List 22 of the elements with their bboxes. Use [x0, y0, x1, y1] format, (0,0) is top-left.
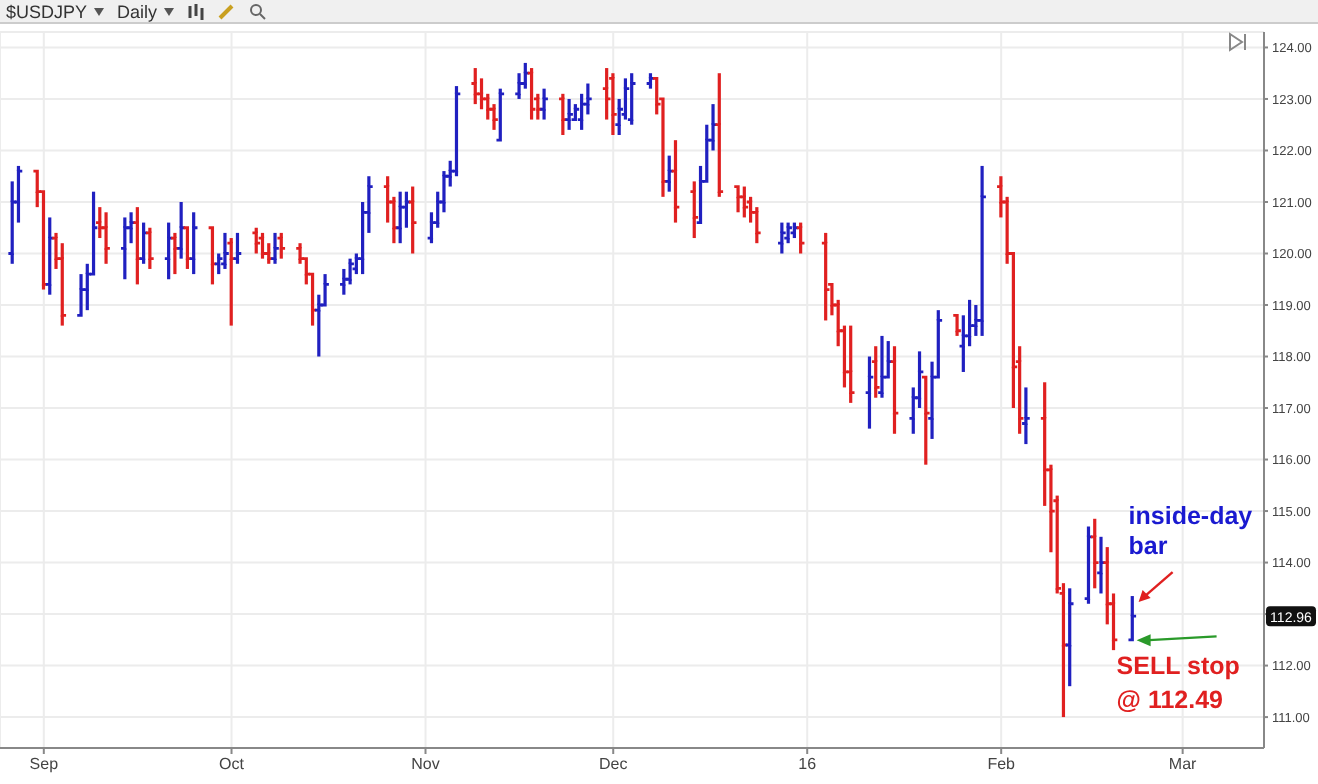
candlestick [271, 231, 279, 266]
candlestick [1022, 385, 1030, 446]
x-tick-label: Nov [411, 755, 440, 774]
candlestick [221, 231, 229, 271]
candlestick [102, 210, 110, 266]
candlestick [540, 87, 548, 122]
annotation: inside-day bar [1128, 502, 1253, 561]
candlestick [1097, 535, 1105, 596]
x-tick-label: Oct [219, 755, 246, 774]
x-tick-label: Feb [987, 755, 1017, 774]
chart-subtitle: Daily [117, 1, 158, 21]
candlestick [609, 71, 617, 137]
candlestick [878, 334, 886, 400]
x-tick-label: 16 [798, 755, 818, 774]
candlestick [1090, 517, 1099, 590]
candlestick [515, 71, 523, 101]
x-tick-label: Sep [29, 755, 60, 774]
annotation: SELL stop @ 112.49 [1116, 652, 1241, 715]
x-tick-label: Mar [1168, 755, 1198, 774]
candlestick [490, 102, 498, 132]
chart-title: $USDJPY [6, 1, 88, 21]
x-tick-label: Dec [598, 755, 628, 774]
